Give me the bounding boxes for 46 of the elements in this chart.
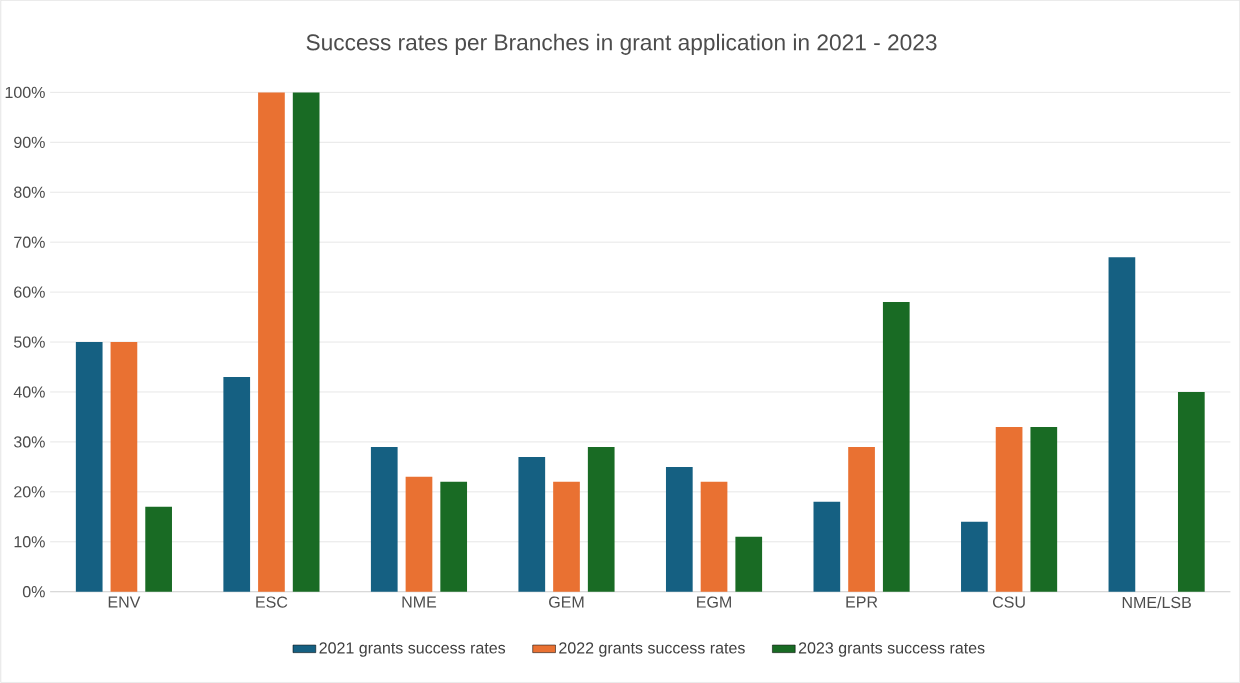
bar xyxy=(110,342,138,592)
y-tick-label: 90% xyxy=(14,136,45,149)
x-tick-label: ENV xyxy=(108,596,141,608)
y-tick-label: 70% xyxy=(14,236,45,248)
bar xyxy=(370,447,398,592)
bar xyxy=(292,92,320,592)
y-tick-label: 50% xyxy=(14,336,45,348)
bar xyxy=(75,342,103,592)
y-tick-label: 40% xyxy=(13,386,45,398)
y-tick-label: 30% xyxy=(13,436,45,448)
bar xyxy=(553,481,580,592)
y-tick-label: 0% xyxy=(22,586,45,598)
bar xyxy=(405,476,433,592)
y-tick-label: 100% xyxy=(5,86,45,99)
bar xyxy=(882,302,910,592)
y-tick-label: 60% xyxy=(14,286,45,298)
bar xyxy=(848,447,875,592)
bar xyxy=(223,377,251,592)
bar xyxy=(1030,427,1058,592)
bar xyxy=(587,447,615,592)
bar xyxy=(995,427,1023,592)
x-tick-label: NME/LSB xyxy=(1122,596,1191,609)
bar xyxy=(518,457,546,592)
legend-label: 2023 grants success rates xyxy=(798,642,985,657)
bar xyxy=(1177,392,1205,592)
bar xyxy=(1108,257,1136,592)
bar xyxy=(258,92,285,592)
legend-label: 2022 grants success rates xyxy=(559,642,745,657)
x-tick-label: GEM xyxy=(549,596,584,608)
x-tick-label: EPR xyxy=(846,596,878,608)
bar xyxy=(665,466,693,592)
y-tick-label: 80% xyxy=(14,186,45,199)
bar xyxy=(145,506,172,592)
bar xyxy=(735,536,763,592)
chart-title: Success rates per Branches in grant application in 2021 - 2023 xyxy=(306,33,937,56)
x-tick-label: ESC xyxy=(256,596,288,608)
x-tick-label: NME xyxy=(402,596,437,608)
bar xyxy=(700,481,728,592)
legend-label: 2021 grants success rates xyxy=(319,642,506,657)
y-tick-label: 20% xyxy=(14,486,45,498)
bar xyxy=(813,501,841,592)
x-tick-label: EGM xyxy=(697,596,731,608)
bar xyxy=(440,481,468,592)
y-tick-label: 10% xyxy=(14,536,45,548)
x-tick-label: CSU xyxy=(992,596,1025,608)
bar xyxy=(961,521,988,592)
